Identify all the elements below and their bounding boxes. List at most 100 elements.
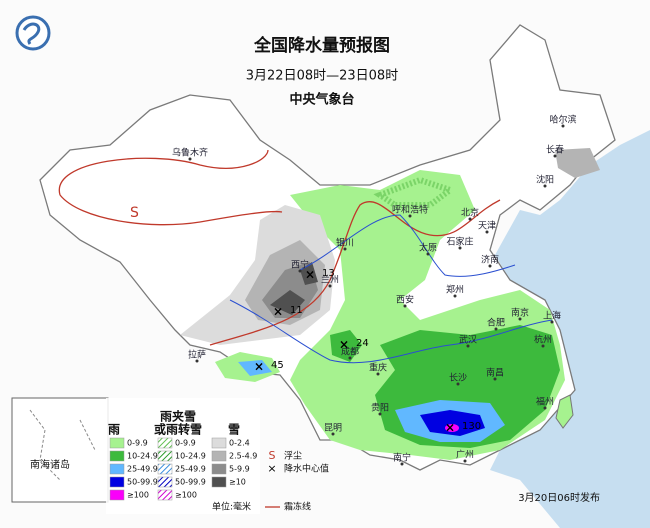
legend-unit: 单位:毫米	[212, 501, 251, 513]
city-label: 武汉	[459, 334, 477, 346]
legend-label: ≥10	[229, 478, 246, 487]
legend-swatch	[157, 450, 173, 462]
logo-swirl	[22, 22, 41, 45]
legend-swatch	[157, 437, 173, 449]
city-label: 昆明	[324, 423, 342, 434]
city-label: 南京	[511, 307, 529, 319]
city-dot	[403, 304, 407, 308]
city-label: 上海	[543, 310, 561, 322]
city-label: 太原	[419, 242, 437, 254]
city-dot	[400, 462, 404, 466]
city-label: 合肥	[487, 317, 505, 329]
rain-storm-area	[420, 410, 485, 436]
city-label: 南昌	[486, 367, 504, 379]
rain-extreme-area	[445, 424, 459, 432]
center-value: 11	[290, 305, 303, 316]
legend-label: 5-9.9	[229, 465, 250, 474]
legend-symbol: S	[269, 449, 276, 462]
city-label: 石家庄	[446, 236, 473, 248]
legend-swatch	[211, 476, 227, 488]
legend-swatch	[109, 476, 125, 488]
city-dot	[543, 184, 547, 188]
issue-time: 3月20日06时发布	[518, 491, 600, 504]
rain-heavy-area-sw	[238, 360, 272, 376]
city-label: 福州	[536, 396, 554, 408]
city-dot	[331, 432, 335, 436]
legend-label: 25-49.9	[127, 465, 158, 474]
center-mark: ×	[273, 305, 283, 319]
legend-label: 0-2.4	[229, 439, 250, 448]
city-dot	[426, 252, 430, 256]
legend-label: 2.5-4.9	[229, 452, 257, 461]
taiwan	[555, 394, 574, 429]
city-label: 天津	[478, 221, 496, 232]
city-label: 长春	[546, 144, 564, 156]
legend-label: ≥100	[175, 491, 197, 500]
legend-label: 0-9.9	[175, 439, 196, 448]
city-label: 郑州	[446, 284, 464, 296]
inset-box	[11, 397, 109, 503]
center-mark: ×	[254, 360, 264, 374]
legend-box	[106, 398, 260, 514]
center-mark: ×	[445, 421, 455, 435]
city-label: 成都	[341, 346, 359, 358]
sleet-area	[373, 176, 457, 208]
city-label: 贵阳	[371, 402, 389, 414]
snow-area-ne	[555, 148, 600, 178]
city-label: 哈尔滨	[549, 114, 576, 126]
legend-swatch	[211, 437, 227, 449]
city-dot	[485, 230, 489, 234]
city-dot	[456, 382, 460, 386]
legend-symbol: ×	[267, 462, 276, 475]
city-label: 重庆	[369, 362, 387, 374]
city-dot	[561, 124, 565, 128]
city-dot	[488, 264, 492, 268]
city-dot	[376, 372, 380, 376]
city-label: 拉萨	[188, 349, 206, 361]
city-dot	[494, 327, 498, 331]
frost-line	[58, 149, 283, 226]
city-dot	[408, 214, 412, 218]
legend-label: 10-24.9	[175, 452, 206, 461]
city-label: 济南	[481, 254, 499, 266]
legend-label: 0-9.9	[127, 439, 148, 448]
city-dot	[458, 246, 462, 250]
legend-column-title: 雨	[108, 423, 120, 437]
center-value: 13	[322, 268, 335, 279]
logo	[15, 15, 51, 51]
inset-label: 南海诸岛	[30, 458, 70, 471]
city-dot	[553, 154, 557, 158]
city-dot	[463, 459, 467, 463]
city-label: 乌鲁木齐	[172, 147, 208, 159]
legend-label: ≥100	[127, 491, 149, 500]
legend-swatch	[109, 489, 125, 501]
legend-column-title: 雪	[228, 423, 240, 437]
center-mark: ×	[339, 338, 349, 352]
city-dot	[466, 344, 470, 348]
city-dot	[541, 344, 545, 348]
city-label: 南宁	[393, 452, 411, 464]
city-label: 长沙	[449, 372, 467, 384]
city-dot	[453, 294, 457, 298]
legend-column-title: 或雨转雪	[154, 422, 202, 437]
city-dot	[518, 317, 522, 321]
city-label: 北京	[461, 207, 479, 219]
rain-moderate-area-2	[330, 330, 362, 362]
city-dot	[468, 217, 472, 221]
legend-swatch	[109, 463, 125, 475]
legend-label: 10-24.9	[127, 452, 158, 461]
center-value: 130	[462, 421, 481, 432]
city-label: 银川	[336, 237, 354, 249]
legend-swatch	[109, 450, 125, 462]
city-dot	[493, 377, 497, 381]
city-dot	[298, 269, 302, 273]
city-dot	[195, 359, 199, 363]
city-dot	[343, 247, 347, 251]
city-label: 呼和浩特	[392, 204, 428, 216]
dust-symbol: S	[130, 205, 139, 221]
river	[299, 214, 516, 277]
city-dot	[543, 406, 547, 410]
sea	[490, 130, 650, 528]
city-dot	[348, 356, 352, 360]
